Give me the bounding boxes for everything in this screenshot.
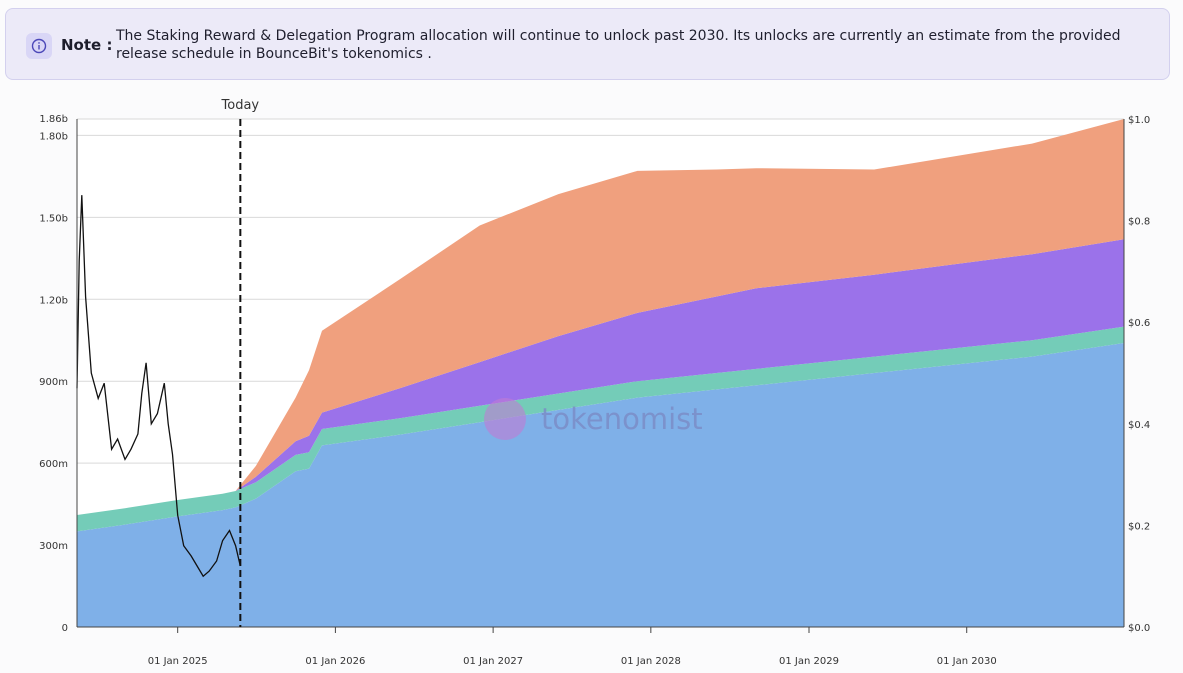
y-left-tick-label: 900m: [39, 377, 68, 388]
note-banner: Note : The Staking Reward & Delegation P…: [5, 8, 1170, 80]
axes: [76, 119, 1125, 633]
x-tick-label: 01 Jan 2029: [779, 656, 839, 667]
today-marker: Today: [221, 98, 260, 627]
x-tick-label: 01 Jan 2030: [937, 656, 997, 667]
y-left-tick-label: 1.86b: [39, 114, 68, 125]
area-series: [77, 119, 1124, 627]
y-right-tick-label: $0.6: [1128, 318, 1150, 329]
x-tick-label: 01 Jan 2026: [305, 656, 365, 667]
info-icon: [26, 33, 52, 59]
area-series-1: [77, 343, 1124, 627]
y-right-tick-label: $0.8: [1128, 217, 1150, 228]
y-left-tick-label: 1.20b: [39, 295, 68, 306]
unlock-schedule-chart: tokenomist 0 300m 600m 900m 1.20b 1.50b 1.80b 1…: [39, 98, 1150, 667]
tokenomist-watermark: tokenomist: [484, 398, 703, 440]
y-left-tick-label: 0: [62, 623, 68, 634]
tick-labels: 0 300m 600m 900m 1.20b 1.50b 1.80b 1.86b $0.0 $0.…: [39, 114, 1150, 667]
y-right-tick-label: $0.4: [1128, 420, 1150, 431]
price-series-line: [76, 195, 241, 578]
y-right-tick-label: $0.2: [1128, 521, 1150, 532]
price-line: [76, 195, 241, 578]
area-series-4: [77, 119, 1124, 515]
x-tick-label: 01 Jan 2028: [621, 656, 681, 667]
note-text: The Staking Reward & Delegation Program …: [116, 28, 1121, 62]
y-left-tick-label: 300m: [39, 541, 68, 552]
x-tick-label: 01 Jan 2027: [463, 656, 523, 667]
area-series-2: [77, 326, 1124, 532]
y-right-tick-label: $1.0: [1128, 115, 1150, 126]
watermark-logo-icon: [484, 398, 526, 440]
y-left-tick-label: 1.80b: [39, 131, 68, 142]
note-label: Note :: [61, 36, 113, 54]
y-left-tick-label: 600m: [39, 459, 68, 470]
today-label: Today: [221, 98, 260, 113]
y-left-tick-label: 1.50b: [39, 213, 68, 224]
area-series-3: [77, 239, 1124, 515]
y-right-tick-label: $0.0: [1128, 623, 1150, 634]
x-tick-label: 01 Jan 2025: [148, 656, 208, 667]
watermark-text: tokenomist: [541, 402, 703, 436]
